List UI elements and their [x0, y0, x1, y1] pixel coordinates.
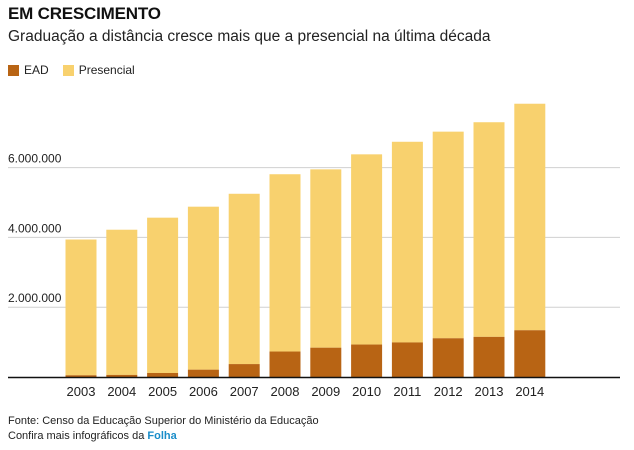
bar-presencial [473, 122, 505, 337]
x-tick-label: 2009 [311, 384, 340, 399]
bar-presencial [228, 193, 260, 365]
x-tick-label: 2008 [271, 384, 300, 399]
x-tick-label: 2012 [434, 384, 463, 399]
bar-ead [228, 364, 260, 377]
legend-item-presencial: Presencial [62, 63, 135, 77]
legend-swatch-presencial [62, 64, 74, 76]
x-tick-label: 2014 [515, 384, 544, 399]
footer: Fonte: Censo da Educação Superior do Min… [8, 414, 319, 444]
legend: EAD Presencial [8, 63, 149, 77]
x-tick-label: 2003 [67, 384, 96, 399]
x-tick-label: 2005 [148, 384, 177, 399]
bar-presencial [187, 206, 219, 370]
more-infographics-line: Confira mais infográficos da Folha [8, 429, 319, 444]
x-tick-label: 2007 [230, 384, 259, 399]
bar-presencial [310, 169, 342, 348]
bar-presencial [432, 131, 464, 339]
bar-ead [391, 342, 423, 377]
bar-ead [351, 344, 383, 377]
legend-item-ead: EAD [8, 63, 49, 77]
bar-ead [187, 369, 219, 377]
bar-chart: 2.000.000 4.000.000 6.000.000 2003 2004 2005 2… [8, 103, 620, 399]
chart-subtitle: Graduação a distância cresce mais que a … [8, 28, 491, 45]
x-tick-label: 2013 [475, 384, 504, 399]
bar-ead [310, 347, 342, 377]
chart-title: EM CRESCIMENTO [8, 4, 161, 23]
x-tick-label: 2006 [189, 384, 218, 399]
y-tick-label: 2.000.000 [8, 291, 62, 305]
legend-label-ead: EAD [24, 63, 49, 77]
legend-swatch-ead [8, 64, 19, 76]
bar-ead [269, 351, 301, 377]
bar-ead [514, 330, 546, 377]
bar-ead [106, 374, 138, 377]
bar-ead [147, 372, 179, 377]
bar-presencial [106, 229, 138, 375]
bar-ead [473, 336, 505, 377]
legend-label-presencial: Presencial [78, 63, 135, 77]
bar-presencial [351, 154, 383, 345]
bar-ead [65, 375, 97, 377]
bar-presencial [65, 239, 97, 376]
bar-presencial [269, 174, 301, 352]
y-tick-label: 6.000.000 [8, 152, 62, 166]
bar-ead [432, 338, 464, 377]
source-note: Fonte: Censo da Educação Superior do Min… [8, 415, 319, 427]
folha-link[interactable]: Folha [147, 430, 177, 442]
x-tick-label: 2004 [107, 384, 136, 399]
bar-presencial [391, 141, 423, 343]
x-tick-label: 2010 [352, 384, 381, 399]
bar-presencial [147, 217, 179, 373]
more-infographics-text: Confira mais infográficos da [8, 430, 148, 442]
y-tick-label: 4.000.000 [8, 221, 62, 235]
x-tick-label: 2011 [393, 384, 421, 399]
bar-presencial [514, 103, 546, 331]
